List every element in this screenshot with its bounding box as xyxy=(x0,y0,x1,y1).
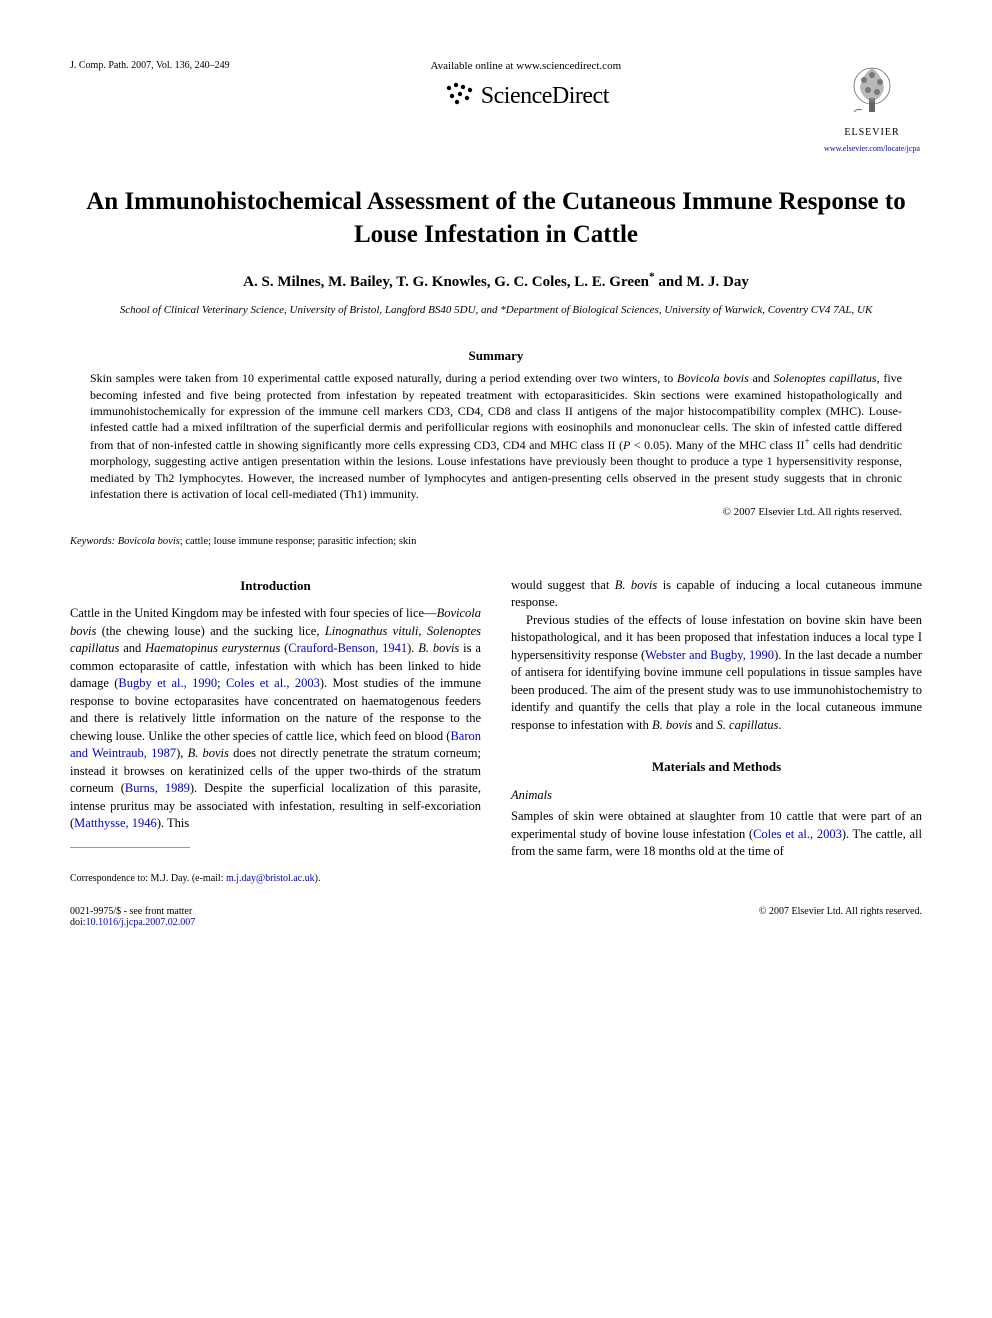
correspondence: Correspondence to: M.J. Day. (e-mail: m.… xyxy=(70,872,481,886)
keywords: Keywords: Bovicola bovis; cattle; louse … xyxy=(70,536,922,547)
keywords-label: Keywords: xyxy=(70,536,115,547)
affiliation: School of Clinical Veterinary Science, U… xyxy=(70,303,922,318)
two-column-body: Introduction Cattle in the United Kingdo… xyxy=(70,577,922,886)
ref-coles-2003-b[interactable]: Coles et al., 2003 xyxy=(753,827,842,841)
ref-webster-bugby-1990[interactable]: Webster and Bugby, 1990 xyxy=(645,648,774,662)
footnote-rule xyxy=(70,847,190,848)
intro-paragraph-1: Cattle in the United Kingdom may be infe… xyxy=(70,605,481,833)
introduction-heading: Introduction xyxy=(70,577,481,595)
ref-burns-1989[interactable]: Burns, 1989 xyxy=(125,781,190,795)
sciencedirect-icon xyxy=(443,80,475,113)
intro-paragraph-2: would suggest that B. bovis is capable o… xyxy=(511,577,922,612)
sciencedirect-text: ScienceDirect xyxy=(481,83,609,110)
ref-crauford-benson-1941[interactable]: Crauford-Benson, 1941 xyxy=(288,641,407,655)
animals-subheading: Animals xyxy=(511,787,922,805)
correspondence-email-link[interactable]: m.j.day@bristol.ac.uk xyxy=(226,873,315,884)
methods-heading: Materials and Methods xyxy=(511,758,922,776)
ref-bugby-1990[interactable]: Bugby et al., 1990 xyxy=(118,676,217,690)
keywords-text: Bovicola bovis xyxy=(115,536,180,547)
methods-paragraph-1: Samples of skin were obtained at slaught… xyxy=(511,808,922,861)
summary-heading: Summary xyxy=(70,348,922,364)
elsevier-block: ELSEVIER www.elsevier.com/locate/jcpa xyxy=(822,60,922,156)
doi-link[interactable]: 10.1016/j.jcpa.2007.02.007 xyxy=(86,917,196,928)
elsevier-tree-icon xyxy=(822,60,922,125)
summary-copyright: © 2007 Elsevier Ltd. All rights reserved… xyxy=(70,506,902,518)
ref-coles-2003[interactable]: Coles et al., 2003 xyxy=(226,676,320,690)
footer-copyright: © 2007 Elsevier Ltd. All rights reserved… xyxy=(759,906,922,928)
front-matter-text: 0021-9975/$ - see front matter xyxy=(70,906,195,917)
header-row: J. Comp. Path. 2007, Vol. 136, 240–249 A… xyxy=(70,60,922,156)
available-online-text: Available online at www.sciencedirect.co… xyxy=(230,60,822,72)
footer-left: 0021-9975/$ - see front matter doi:10.10… xyxy=(70,906,195,928)
journal-reference: J. Comp. Path. 2007, Vol. 136, 240–249 xyxy=(70,60,230,71)
sciencedirect-logo: ScienceDirect xyxy=(230,80,822,113)
summary-text: Skin samples were taken from 10 experime… xyxy=(90,370,902,502)
left-column: Introduction Cattle in the United Kingdo… xyxy=(70,577,481,886)
article-title: An Immunohistochemical Assessment of the… xyxy=(70,186,922,251)
intro-paragraph-3: Previous studies of the effects of louse… xyxy=(511,612,922,735)
footer-row: 0021-9975/$ - see front matter doi:10.10… xyxy=(70,906,922,928)
ref-matthysse-1946[interactable]: Matthysse, 1946 xyxy=(74,816,157,830)
right-column: would suggest that B. bovis is capable o… xyxy=(511,577,922,886)
elsevier-label: ELSEVIER xyxy=(822,127,922,138)
elsevier-url-link[interactable]: www.elsevier.com/locate/jcpa xyxy=(824,144,920,153)
authors: A. S. Milnes, M. Bailey, T. G. Knowles, … xyxy=(70,271,922,291)
doi-text: doi:10.1016/j.jcpa.2007.02.007 xyxy=(70,917,195,928)
